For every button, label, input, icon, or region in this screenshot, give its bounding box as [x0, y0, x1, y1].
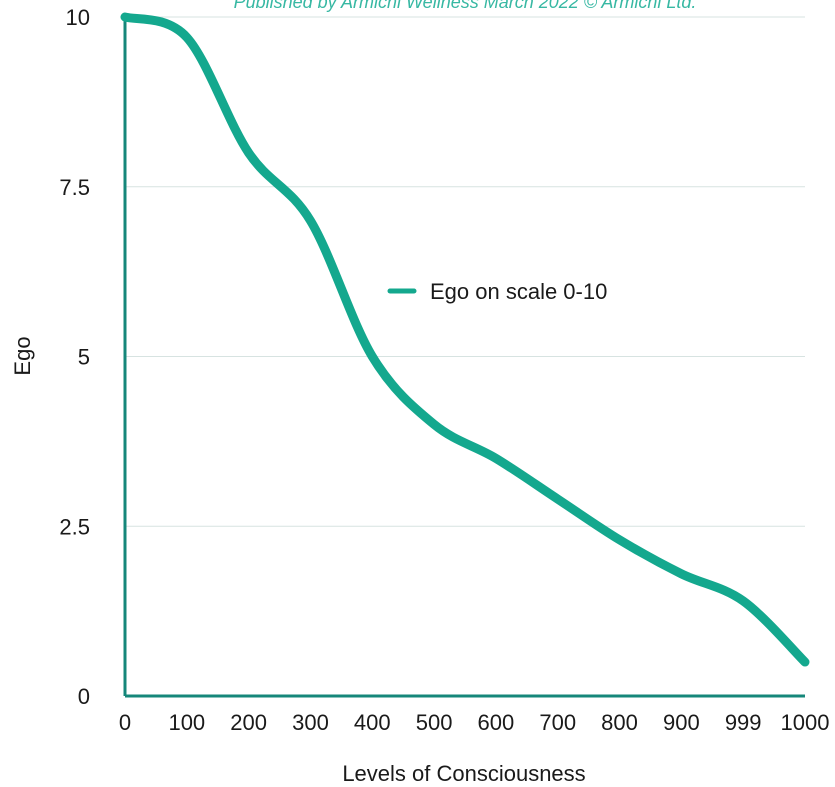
x-tick-label: 700	[539, 710, 576, 735]
x-tick-label: 100	[168, 710, 205, 735]
x-tick-label: 600	[478, 710, 515, 735]
data-point	[742, 600, 744, 602]
data-point	[433, 423, 435, 425]
series-line-0	[120, 12, 810, 667]
x-tick-label: 300	[292, 710, 329, 735]
legend-label: Ego on scale 0-10	[430, 279, 607, 304]
x-tick-label: 400	[354, 710, 391, 735]
data-point	[804, 661, 806, 663]
series-layer	[120, 12, 810, 667]
data-point	[309, 220, 311, 222]
x-tick-label: 900	[663, 710, 700, 735]
data-point	[124, 16, 126, 18]
y-tick-label: 10	[66, 5, 90, 30]
y-tick-label: 7.5	[59, 175, 90, 200]
x-tick-label: 1000	[781, 710, 830, 735]
y-axis-title: Ego	[10, 336, 35, 375]
x-tick-label: 500	[416, 710, 453, 735]
x-tick-label: 999	[725, 710, 762, 735]
data-point	[680, 573, 682, 575]
x-tick-label: 800	[601, 710, 638, 735]
x-tick-label: 200	[230, 710, 267, 735]
y-tick-label: 5	[78, 345, 90, 370]
data-point	[557, 498, 559, 500]
legend: Ego on scale 0-10	[387, 279, 607, 304]
data-point	[619, 539, 621, 541]
grid-layer	[125, 16, 805, 527]
data-point	[371, 356, 373, 357]
y-tick-label: 0	[78, 684, 90, 709]
chart-subtitle: Published by Armichi Wellness March 2022…	[234, 0, 697, 12]
data-point	[186, 36, 188, 38]
data-point	[495, 457, 497, 459]
x-axis-title: Levels of Consciousness	[342, 761, 585, 786]
data-point	[248, 152, 250, 154]
y-tick-label: 2.5	[59, 514, 90, 539]
x-tick-label: 0	[119, 710, 131, 735]
